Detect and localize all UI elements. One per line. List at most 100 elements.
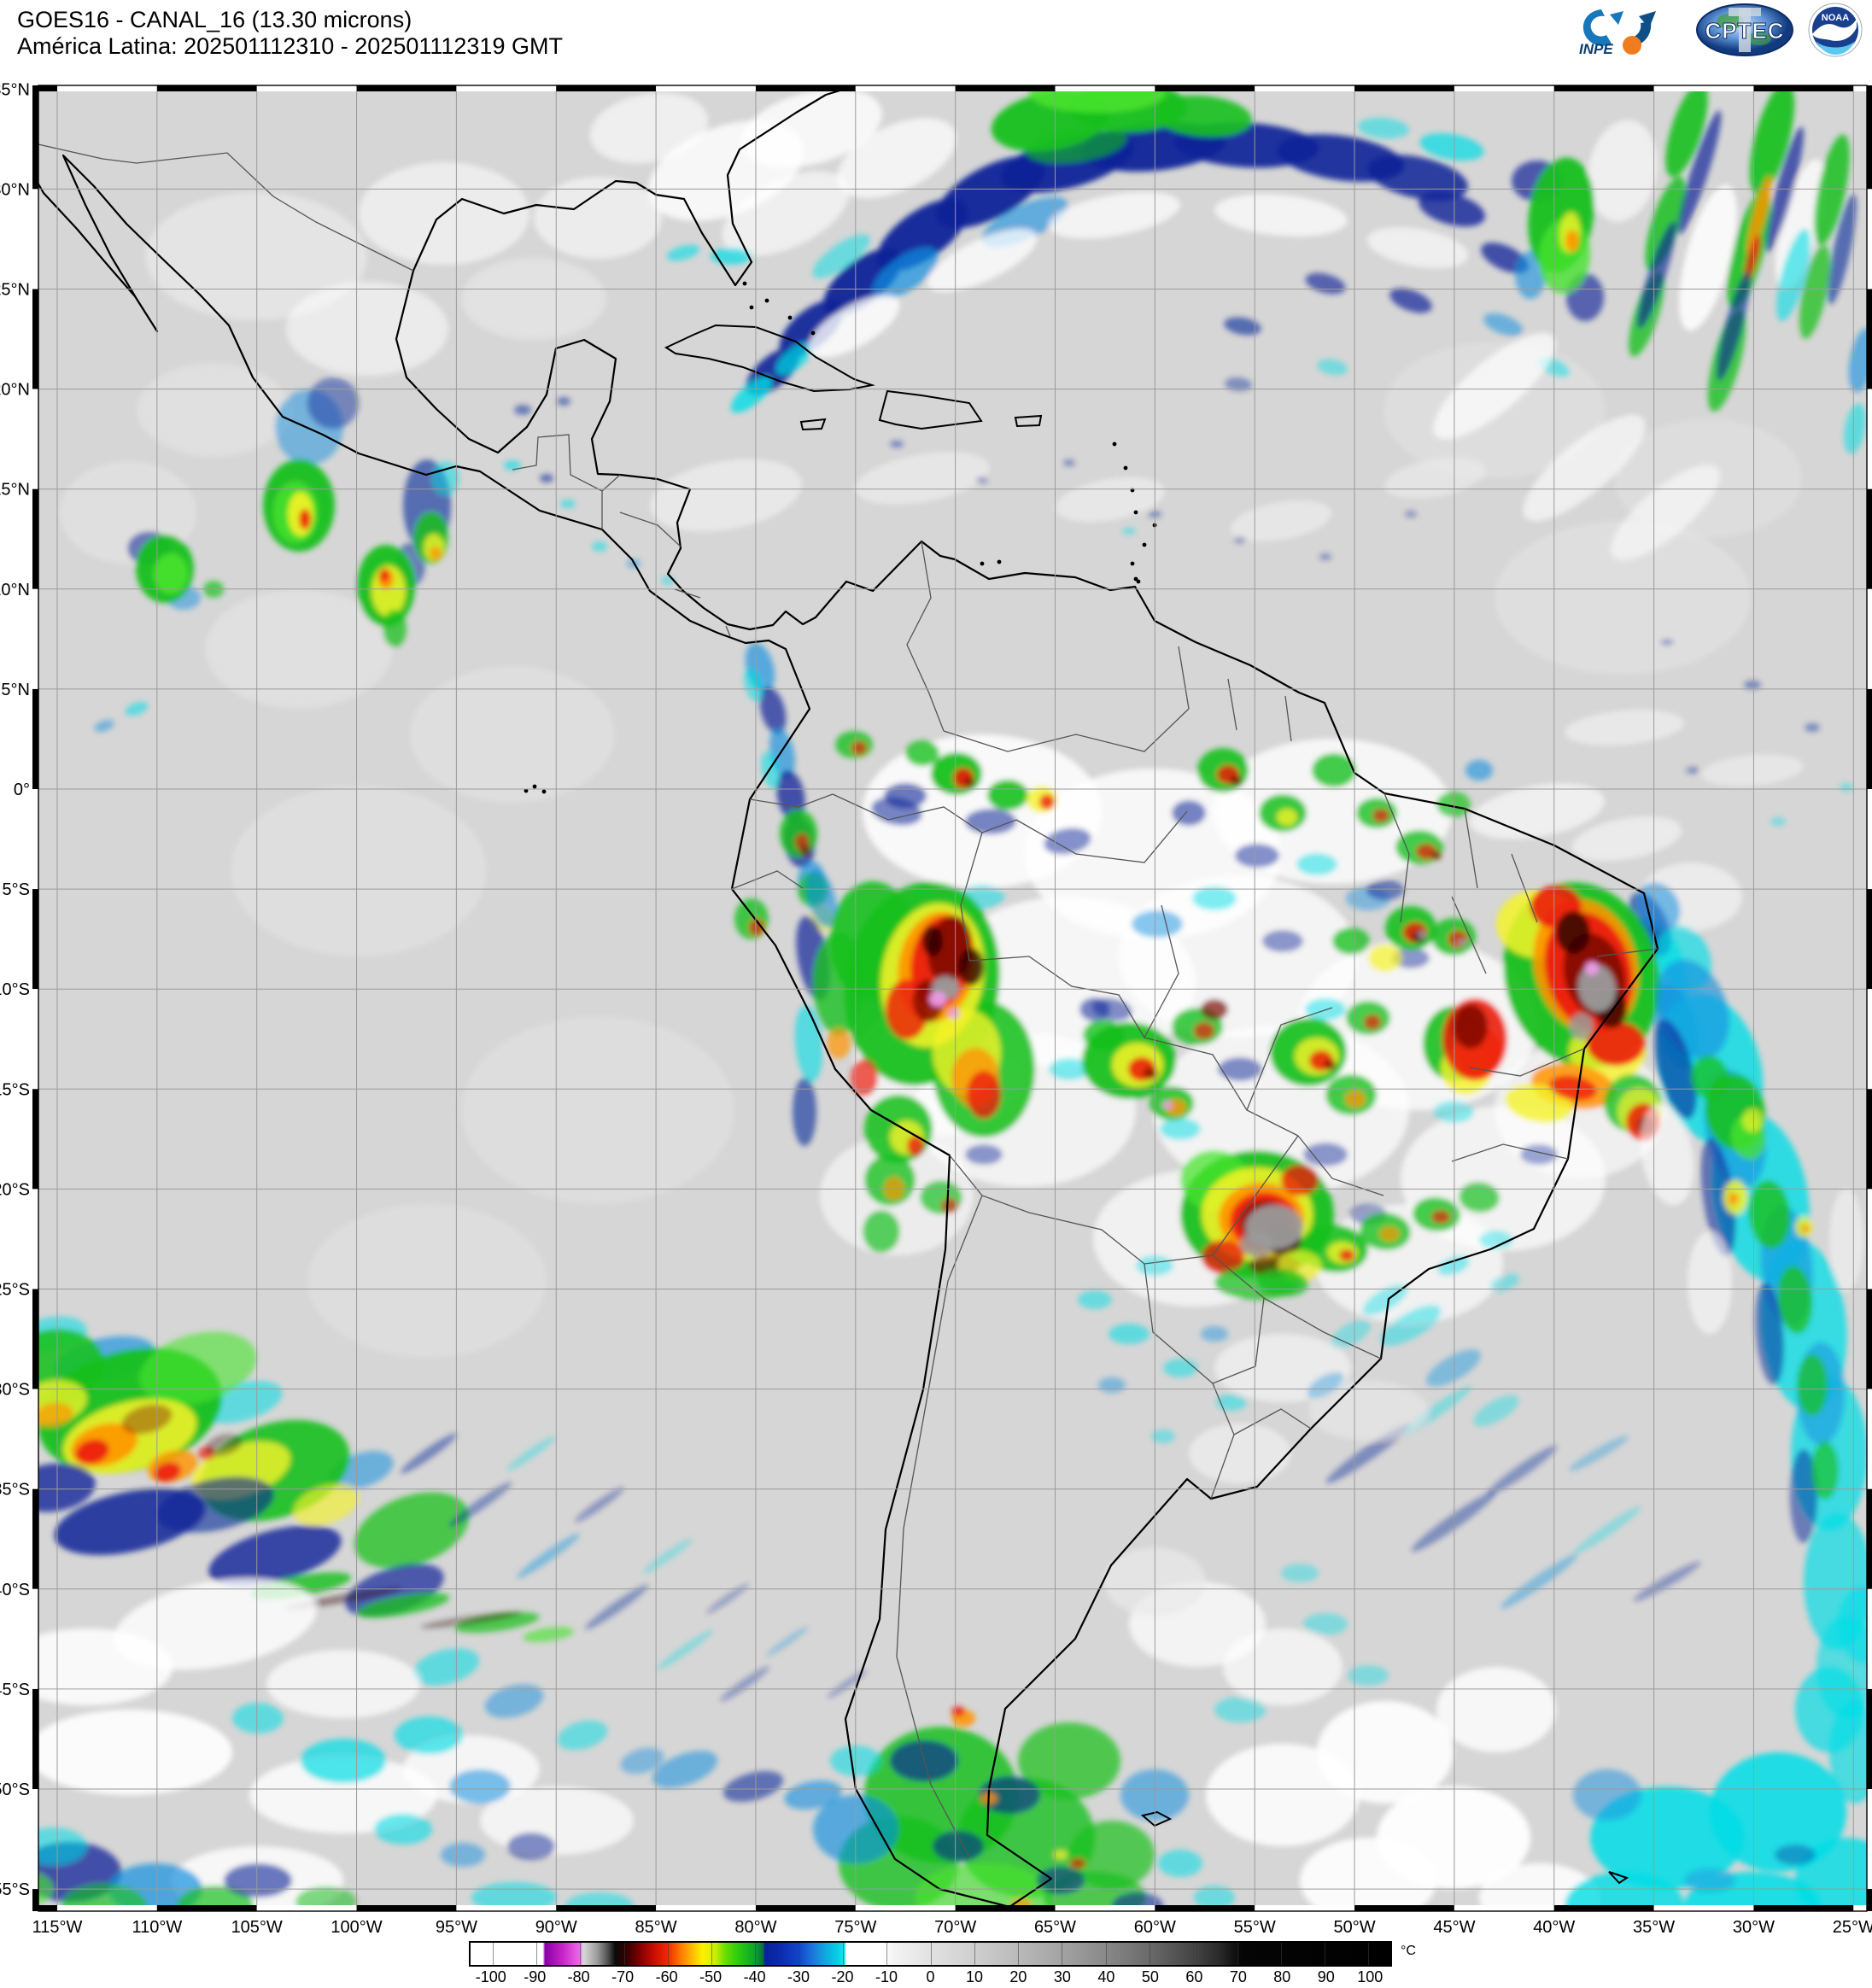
cloud-blob [1805,723,1820,732]
cloud-blob [1160,1118,1201,1140]
cloud-blob [379,569,389,582]
cloud-blob [1201,999,1228,1020]
cloud-blob [1436,792,1471,817]
cloud-blob [448,1482,512,1528]
guiana-border [1284,695,1292,742]
frame-segment-top [1155,85,1255,91]
cloud-blob [1770,817,1786,826]
colorbar-tick-label: 0 [926,1968,935,1985]
lon-label: 25°W [1833,1918,1872,1937]
cloud-blob [1749,85,1795,195]
cloud-blob [1486,1445,1558,1496]
frame-segment-bottom [456,1905,557,1911]
cloud-blob [1459,1181,1500,1213]
frame-segment-right [1867,1389,1872,1489]
cloud-blob [1775,1845,1816,1865]
amazonas-border [1015,810,1188,863]
cloud-blob [1230,775,1242,786]
frame-segment-left [32,688,38,789]
cloud-blob [749,919,764,936]
cloud-blob [967,1071,1001,1119]
colorbar-tick-mark [1193,1943,1195,1965]
coastline-mainland [38,87,1659,1909]
small-island-dot [1133,510,1138,515]
cloud-blob [1637,221,1676,329]
colorbar-tick-label: -90 [524,1968,547,1985]
colorbar-tick-mark [1368,1943,1370,1965]
frame-segment-right [1867,1789,1872,1890]
frame-segment-right [1867,1289,1872,1389]
cloud-blob [560,500,576,508]
cloud-blob [1549,1075,1597,1101]
cloud-blob [504,460,521,471]
cloud-blob [987,780,1028,810]
cloud-blob [395,1716,463,1754]
cloud-blob [1144,1067,1157,1079]
frame-segment-bottom [1155,1905,1255,1911]
island-jamaica [799,418,827,431]
lon-label: 110°W [132,1918,182,1937]
cloud-blob [711,248,752,265]
cloud-blob [1348,1665,1389,1686]
cloud-blob [154,1462,181,1482]
frame-segment-left [32,1089,38,1190]
cloud-blob [657,1629,713,1670]
hond-nic-border [619,512,682,547]
cloud-blob [1790,1449,1817,1543]
cloud-blob [1677,110,1722,235]
cloud-blob [1132,910,1183,938]
cloud-blob [855,452,990,505]
cloud-blob [1194,1886,1235,1909]
cloud-blob [1465,760,1493,781]
lon-label: 30°W [1733,1918,1775,1937]
island-cuba [664,324,875,393]
frame-segment-left [32,889,38,990]
island-puerto-rico [1014,414,1043,428]
cloud-blob [1742,1108,1763,1132]
colorbar-unit-label: °C [1401,1944,1416,1958]
cloud-blob [1840,783,1853,792]
cloud-blob [1419,191,1485,227]
frame-segment-right [1867,588,1872,689]
frame-segment-bottom [955,1905,1056,1911]
cloud-blob [1795,1667,1863,1752]
cloud-blob [1025,126,1127,164]
cloud-blob [38,1827,87,1865]
frame-segment-top [356,85,457,91]
maranhao-border [1464,808,1478,889]
small-island-dot [980,561,985,566]
cloud-blob [307,1204,547,1358]
frame-segment-right [1867,989,1872,1090]
cloud-blob [948,1009,960,1019]
cloud-blob [1577,964,1617,1012]
frame-segment-right [1867,1488,1872,1589]
cloud-blob [1665,85,1708,178]
cloud-blob [1194,1022,1214,1039]
cloud-blob [1717,272,1751,381]
cloud-blob [1838,1586,1867,1663]
cloud-blob [1495,521,1751,675]
cloud-blob [1654,1019,1697,1120]
cloud-blob [1366,880,1404,900]
title-line-2: América Latina: 202501112310 - 202501112… [17,33,563,59]
cloud-blob [1744,234,1761,282]
graticule-layer [38,85,1867,1911]
colorbar-tick-mark [1105,1943,1107,1965]
frame-segment-right [1867,889,1872,990]
colorbar-tick-label: 60 [1185,1968,1203,1985]
cloud-blob [643,1538,693,1574]
cloud-blob [1366,226,1469,269]
cloud-blob [1339,1249,1354,1261]
colorbar-tick-label: -20 [831,1968,854,1985]
frame-segment-left [32,189,38,289]
small-island-dot [1136,579,1141,584]
frame-segment-bottom [1454,1905,1554,1911]
cloud-blob [979,1776,1040,1814]
cloud-blob [1083,1020,1124,1050]
cloud-blob [1426,1349,1481,1387]
cloud-blob [1368,944,1402,972]
colorbar-tick-mark [492,1943,494,1965]
cloud-blob [1418,931,1426,939]
frame-segment-right [1867,189,1872,289]
frame-segment-top [57,85,157,91]
